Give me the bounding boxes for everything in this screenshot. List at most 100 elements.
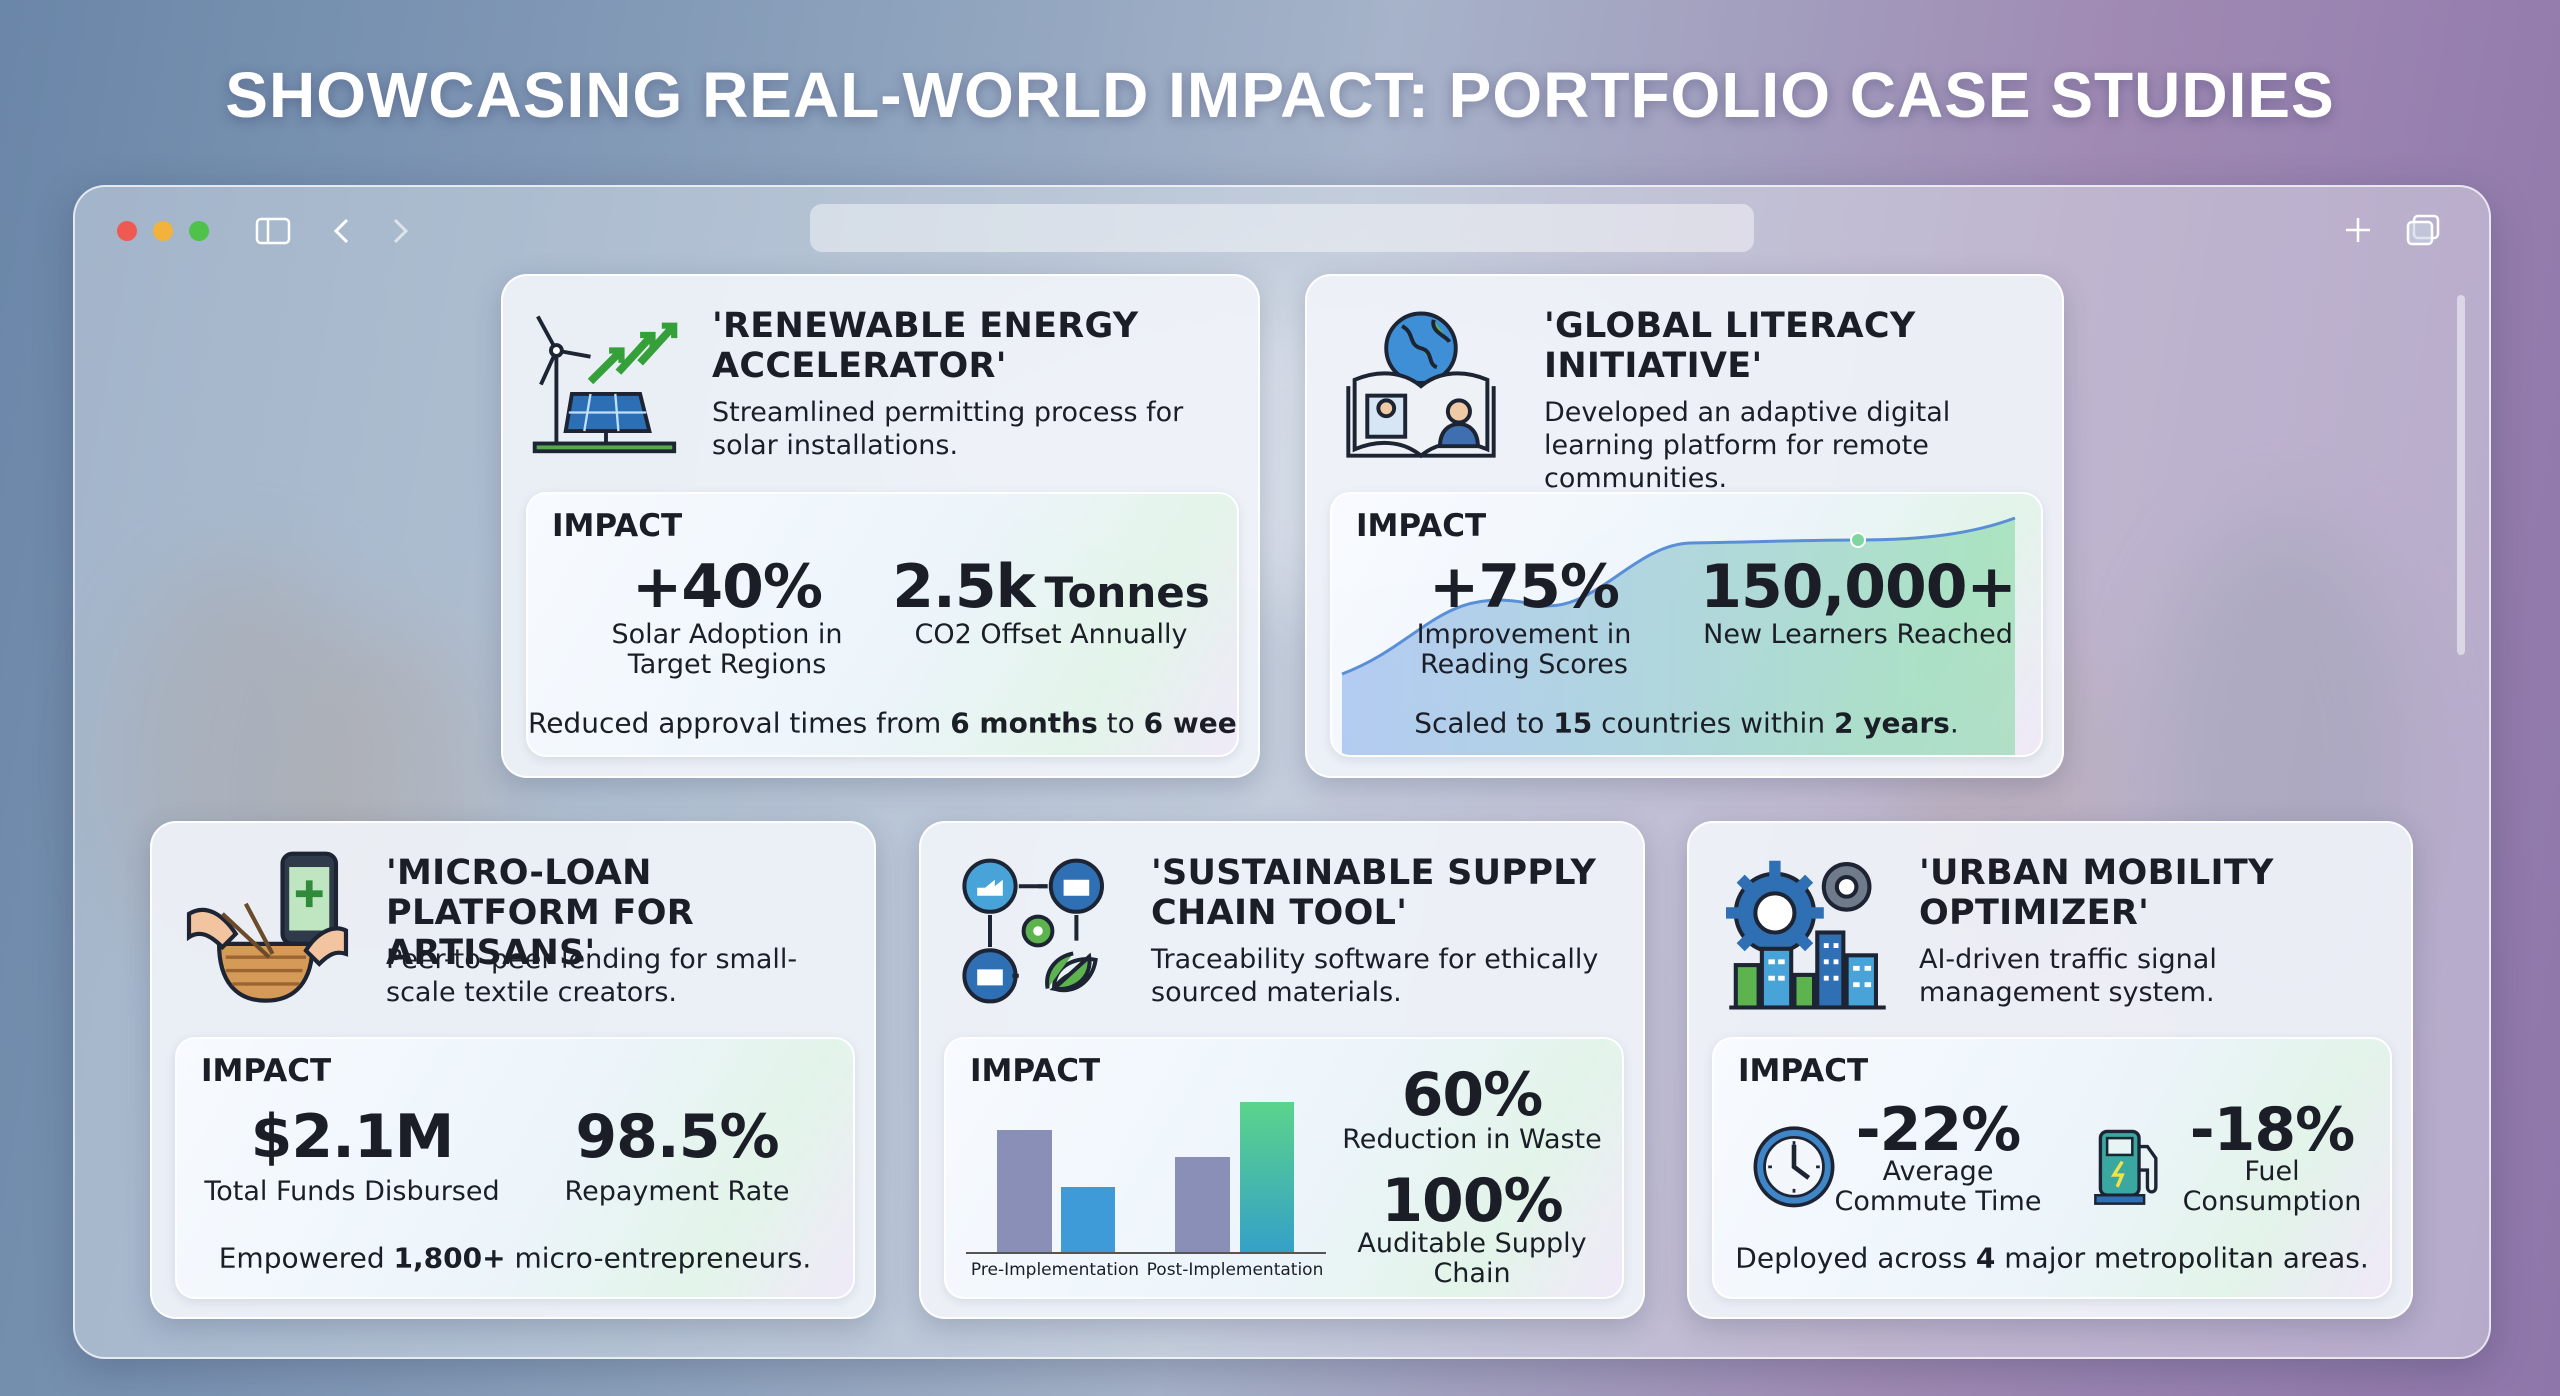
- icon-part: [1061, 1187, 1115, 1253]
- tabs-button[interactable]: [2405, 213, 2441, 247]
- icon-part: [1437, 422, 1480, 449]
- highlight: 6 months: [950, 706, 1098, 740]
- impact-panel: IMPACT $2.1M Total Funds Disbursed 98.5% Rep…: [175, 1037, 855, 1299]
- icon-part: [186, 907, 239, 951]
- icon-part: [1045, 951, 1074, 989]
- chart-axis-label: Pre-Implementation: [970, 1260, 1140, 1280]
- metric: 2.5k Tonnes: [892, 552, 1209, 622]
- icon-part: [1341, 516, 2016, 676]
- metric-label: Repayment Rate: [564, 1176, 790, 1207]
- card-description: AI-driven traffic signal management syst…: [1919, 944, 2217, 1008]
- icon-part: [1240, 1102, 1294, 1253]
- impact-label: IMPACT: [1738, 1053, 1869, 1089]
- impact-label: IMPACT: [1356, 508, 1487, 544]
- icon-part: [1792, 972, 1817, 1010]
- metric-value: $2.1M: [250, 1102, 455, 1172]
- icon-part: [2094, 1193, 2146, 1205]
- case-study-card: 'MICRO-LOAN PLATFORM FOR ARTISANS' Peer-t…: [150, 821, 876, 1319]
- back-button[interactable]: [330, 217, 354, 245]
- icon-part: [997, 1130, 1052, 1253]
- scrollbar[interactable]: [2457, 295, 2465, 655]
- icon-part: [1400, 319, 1452, 370]
- card-title: 'MICRO-LOAN PLATFORM FOR ARTISANS': [386, 853, 695, 973]
- icon-part: [1012, 884, 1098, 993]
- icon-part: [295, 880, 323, 908]
- metric-value: -18%: [2189, 1095, 2356, 1165]
- sidebar-button[interactable]: [255, 217, 291, 245]
- highlight: 1,800+: [393, 1241, 506, 1275]
- icon-part: [2139, 1144, 2158, 1194]
- icon-part: [1791, 1144, 1811, 1180]
- impact-panel: Pre-Implementation Post-Implementation IMP…: [944, 1037, 1624, 1299]
- icon-part: [2406, 220, 2434, 246]
- maximize-button[interactable]: [189, 221, 209, 241]
- card-title: 'RENEWABLE ENERGY ACCELERATOR': [712, 306, 1139, 386]
- metric-value: +75%: [1429, 552, 1620, 622]
- metric-value: 150,000+: [1700, 552, 2017, 622]
- summary-text: major metropolitan areas.: [1995, 1241, 2369, 1275]
- new-tab-button[interactable]: [2343, 215, 2373, 245]
- highlight: 15: [1553, 706, 1593, 740]
- highlight: 6 weeks: [1143, 706, 1237, 740]
- impact-label: IMPACT: [970, 1053, 1101, 1089]
- metric-label: Average Commute Time: [1834, 1156, 2042, 1217]
- metric-label: Auditable Supply Chain: [1357, 1228, 1587, 1289]
- case-study-card: 'RENEWABLE ENERGY ACCELERATOR' Streamline…: [501, 274, 1260, 778]
- metric-value: 98.5%: [575, 1102, 779, 1172]
- icon-part: [536, 315, 591, 386]
- summary-text: Empowered: [218, 1241, 394, 1275]
- minimize-button[interactable]: [153, 221, 173, 241]
- summary-text: micro-entrepreneurs.: [505, 1241, 812, 1275]
- card-title: 'GLOBAL LITERACY INITIATIVE': [1544, 306, 1916, 386]
- icon-part: [988, 884, 1048, 947]
- summary-text: countries within: [1592, 706, 1834, 740]
- metric-value: 100%: [1381, 1166, 1563, 1236]
- icon-part: [977, 879, 1003, 896]
- case-study-card: 'SUSTAINABLE SUPPLY CHAIN TOOL' Traceabil…: [919, 821, 1645, 1319]
- metric-label: Total Funds Disbursed: [204, 1176, 500, 1207]
- card-icon: [186, 851, 349, 1003]
- icon-part: [1844, 953, 1878, 1010]
- icon-part: [1445, 398, 1472, 425]
- icon-part: [1376, 398, 1397, 419]
- icon-part: [1346, 386, 1496, 458]
- icon-part: [1342, 518, 2015, 755]
- icon-part: [220, 902, 275, 959]
- metric-value: -22%: [1855, 1095, 2022, 1165]
- chart-axis-label: Post-Implementation: [1146, 1260, 1324, 1280]
- card-icon: [962, 858, 1104, 1004]
- metric-label: Reduction in Waste: [1342, 1124, 1602, 1155]
- icon-part: [568, 393, 647, 432]
- case-study-card: 'GLOBAL LITERACY INITIATIVE' Developed an…: [1305, 274, 2064, 778]
- metric-value: 2.5k: [892, 552, 1035, 622]
- icon-part: [1768, 943, 1872, 988]
- icon-part: [1733, 963, 1761, 1010]
- icon-part: [2346, 218, 2370, 242]
- page-title: SHOWCASING REAL-WORLD IMPACT: PORTFOLIO …: [225, 59, 2335, 131]
- address-bar[interactable]: [810, 204, 1754, 252]
- icon-part: [1850, 532, 1866, 548]
- summary-text: .: [1949, 706, 1959, 740]
- summary-text: Scaled to: [1414, 706, 1554, 740]
- icon-part: [1768, 1141, 1820, 1193]
- card-icon: [1726, 860, 1886, 1010]
- highlight: 2 years: [1833, 706, 1950, 740]
- icon-part: [532, 441, 677, 454]
- icon-part: [2110, 1160, 2125, 1188]
- case-study-card: 'URBAN MOBILITY OPTIMIZER' AI-driven traf…: [1687, 821, 2413, 1319]
- impact-panel: IMPACT +75% Improvement in Reading Scores 1…: [1330, 492, 2043, 757]
- chart-decoration: [966, 1102, 1326, 1254]
- icon-part: [333, 218, 349, 244]
- summary-text: to: [1097, 706, 1144, 740]
- card-description: Peer-to-peer lending for small-scale tex…: [386, 944, 798, 1008]
- summary-text: Reduced approval times from: [528, 706, 951, 740]
- card-description: Traceability software for ethically sour…: [1151, 944, 1599, 1008]
- card-title: 'SUSTAINABLE SUPPLY CHAIN TOOL': [1151, 853, 1597, 933]
- impact-label: IMPACT: [552, 508, 683, 544]
- icon-part: [587, 326, 674, 385]
- close-button[interactable]: [117, 221, 137, 241]
- card-description: Developed an adaptive digital learning p…: [1544, 397, 1951, 494]
- forward-button[interactable]: [388, 217, 412, 245]
- icon-part: [1815, 930, 1846, 1010]
- icon-part: [1033, 926, 1043, 936]
